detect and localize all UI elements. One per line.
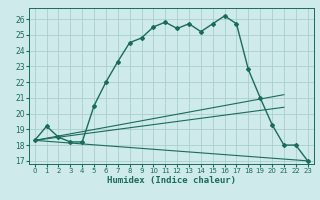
X-axis label: Humidex (Indice chaleur): Humidex (Indice chaleur) bbox=[107, 176, 236, 185]
